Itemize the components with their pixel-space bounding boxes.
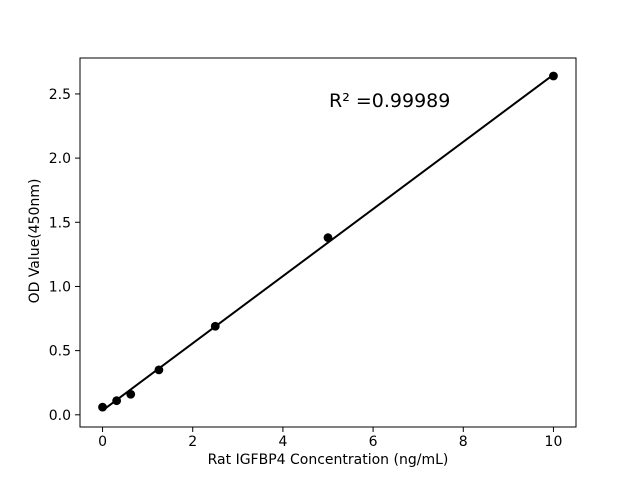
y-tick-label: 2.5 (49, 87, 71, 103)
data-point (112, 396, 122, 406)
y-tick-label: 0.0 (49, 408, 71, 424)
x-tick-label: 10 (545, 434, 563, 450)
x-tick-label: 2 (188, 434, 197, 450)
x-tick-label: 4 (278, 434, 287, 450)
trend-line (101, 73, 555, 412)
plot-border (79, 57, 577, 428)
data-point (210, 321, 220, 331)
x-tick-label: 8 (459, 434, 468, 450)
r-squared-annotation: R² =0.99989 (329, 90, 451, 112)
y-tick-label: 1.0 (49, 279, 71, 295)
x-axis-label: Rat IGFBP4 Concentration (ng/mL) (207, 452, 449, 468)
data-point (323, 233, 333, 243)
y-tick-label: 2.0 (49, 151, 71, 167)
data-point (549, 71, 558, 81)
data-point (154, 365, 164, 375)
y-tick-label: 0.5 (49, 344, 71, 360)
x-tick-label: 6 (369, 434, 378, 450)
data-point (126, 389, 136, 399)
y-axis-label: OD Value(450nm) (27, 178, 43, 304)
y-tick-label: 1.5 (49, 215, 71, 231)
x-tick-label: 0 (98, 434, 107, 450)
data-point (98, 402, 107, 412)
